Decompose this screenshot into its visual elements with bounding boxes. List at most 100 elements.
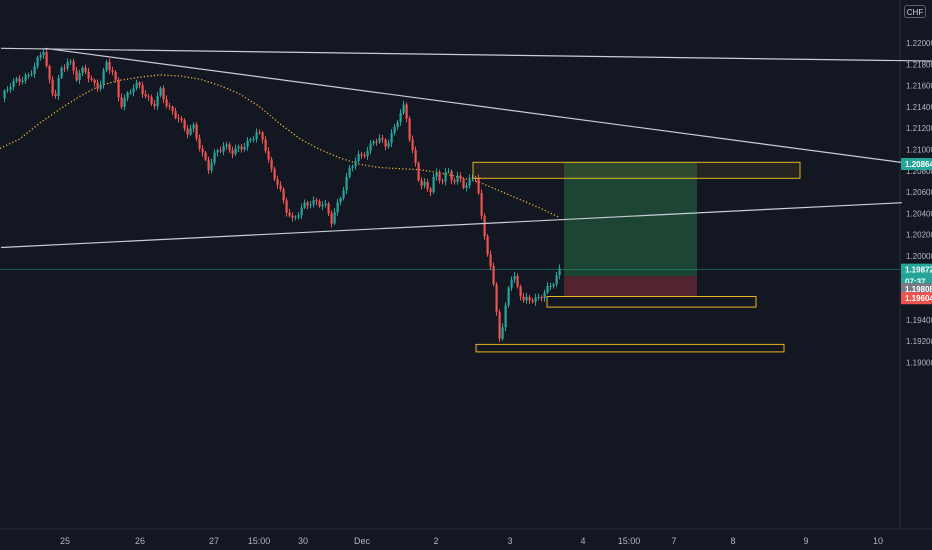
descending-trendline[interactable] <box>44 47 932 168</box>
candle-body <box>399 113 402 123</box>
candle-body <box>36 57 39 67</box>
candle-body <box>132 88 135 93</box>
candle-body <box>171 106 174 111</box>
candle-body <box>180 118 183 121</box>
price-tick-label: 1.19200 <box>906 337 932 346</box>
candle-body <box>333 212 336 224</box>
candle-body <box>450 171 453 181</box>
candle-body <box>84 67 87 72</box>
candle-body <box>417 162 420 181</box>
candle-body <box>534 297 537 302</box>
candle-body <box>528 297 531 301</box>
candle-body <box>501 327 504 339</box>
candle-body <box>114 72 117 80</box>
candle-body <box>462 178 465 188</box>
candle-body <box>327 203 330 214</box>
trendlines[interactable] <box>0 47 932 249</box>
candle-body <box>210 162 213 171</box>
candle-body <box>432 176 435 193</box>
support-zone[interactable] <box>475 343 785 353</box>
ascending-trendline[interactable] <box>0 202 903 249</box>
candle-body <box>96 83 99 89</box>
candle-body <box>309 204 312 206</box>
zone-rectangles[interactable] <box>472 161 801 353</box>
candle-body <box>405 104 408 119</box>
profit-target-area[interactable] <box>564 162 697 277</box>
candle-body <box>66 62 69 69</box>
candle-body <box>537 297 540 298</box>
candle-body <box>444 172 447 182</box>
candle-body <box>48 66 51 80</box>
candle-body <box>324 203 327 205</box>
candle-body <box>315 200 318 202</box>
candle-body <box>282 189 285 201</box>
price-tag-label: 1.19604 <box>905 294 932 303</box>
candle-body <box>279 184 282 190</box>
resistance-zone[interactable] <box>472 161 801 179</box>
candle-body <box>480 193 483 216</box>
candle-body <box>477 178 480 194</box>
candle-body <box>162 88 165 100</box>
candle-body <box>396 122 399 127</box>
candle-body <box>516 275 519 287</box>
candle-body <box>135 82 138 89</box>
candle-body <box>486 236 489 255</box>
price-tick-label: 1.21400 <box>906 103 932 112</box>
candle-body <box>498 312 501 339</box>
candle-body <box>522 296 525 301</box>
candle-body <box>75 70 78 81</box>
candle-body <box>105 62 108 71</box>
candle-body <box>273 168 276 180</box>
stop-loss-area[interactable] <box>564 276 697 297</box>
moving-average-line <box>0 74 561 219</box>
candle-body <box>159 88 162 96</box>
candle-body <box>423 182 426 186</box>
candle-body <box>288 212 291 216</box>
price-tag-label: 07:37 <box>905 278 926 287</box>
candle-body <box>27 75 30 76</box>
currency-badge[interactable]: CHF <box>904 5 926 18</box>
candle-body <box>81 67 84 74</box>
candle-body <box>291 215 294 218</box>
candle-body <box>156 95 159 107</box>
candle-body <box>102 70 105 85</box>
candle-body <box>372 141 375 144</box>
upper-descending-trendline[interactable] <box>0 47 932 62</box>
candle-body <box>360 154 363 156</box>
candle-body <box>6 89 9 91</box>
price-tick-label: 1.22000 <box>906 39 932 48</box>
price-tick-label: 1.19000 <box>906 359 932 368</box>
candle-body <box>435 172 438 177</box>
candle-body <box>216 150 219 153</box>
candle-body <box>294 216 297 218</box>
candle-body <box>24 75 27 81</box>
candle-body <box>21 80 24 82</box>
candle-body <box>186 128 189 135</box>
candle-body <box>99 84 102 89</box>
candle-body <box>60 67 63 78</box>
price-tick-label: 1.20400 <box>906 209 932 218</box>
candle-body <box>384 139 387 147</box>
candle-body <box>237 146 240 149</box>
price-tick-label: 1.20000 <box>906 252 932 261</box>
position-tool[interactable] <box>564 162 697 297</box>
candle-body <box>204 152 207 160</box>
candle-body <box>153 103 156 107</box>
candle-body <box>411 139 414 150</box>
candle-body <box>117 79 120 98</box>
candle-body <box>120 97 123 107</box>
price-tag-box <box>901 158 932 170</box>
time-tick-label: 2 <box>433 536 438 546</box>
candle-body <box>369 143 372 151</box>
candle-body <box>363 154 366 157</box>
candle-body <box>33 66 36 75</box>
candle-body <box>300 207 303 216</box>
entry-zone[interactable] <box>546 296 757 308</box>
candle-body <box>492 266 495 285</box>
candle-body <box>375 141 378 143</box>
candle-body <box>174 111 177 118</box>
time-axis-labels: 25 26 27 15:00 30 Dec 2 3 4 15:00 7 8 9 10 <box>60 536 883 546</box>
candle-body <box>426 182 429 189</box>
